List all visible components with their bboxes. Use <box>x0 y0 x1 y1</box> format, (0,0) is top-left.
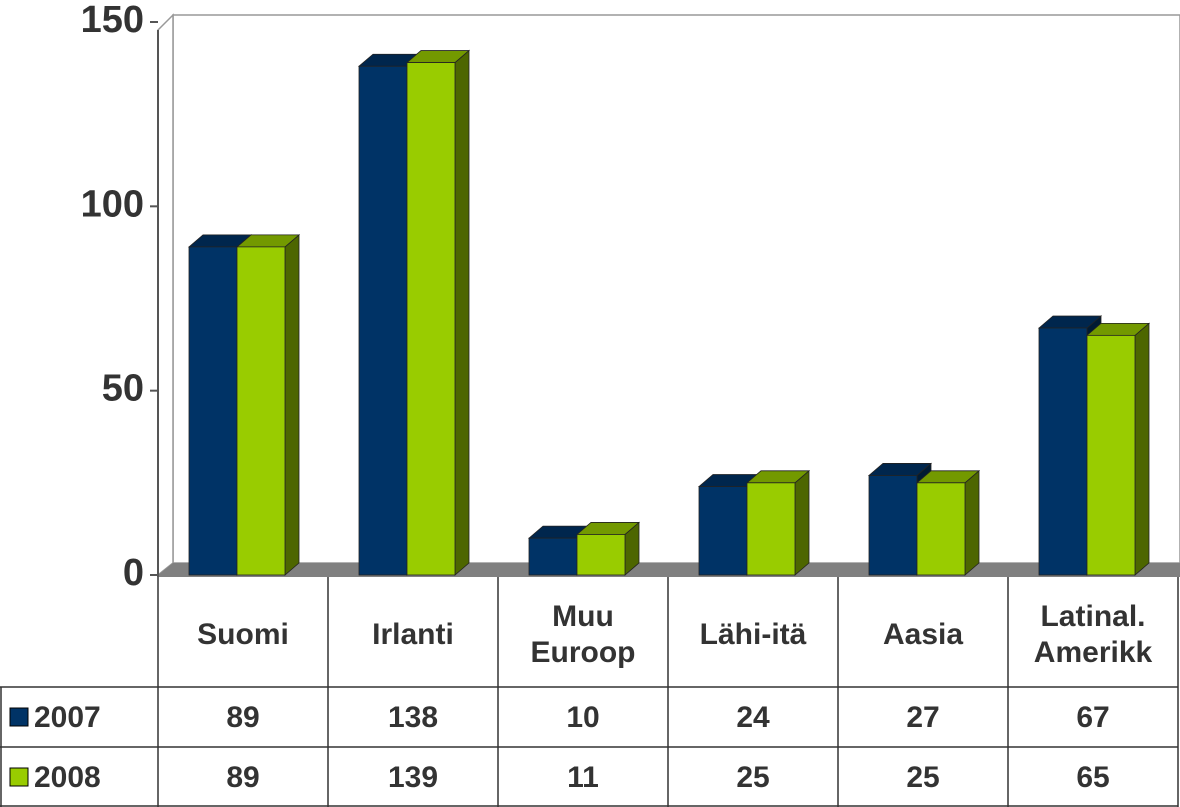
x-tick-label: Muu Euroop <box>531 600 636 669</box>
legend-swatch <box>9 707 29 727</box>
table-value: 11 <box>567 761 599 794</box>
bar <box>188 246 238 576</box>
legend-label: 2008 <box>34 761 101 794</box>
side-wall <box>157 13 174 577</box>
bar-side <box>454 49 470 576</box>
bar <box>1038 327 1088 576</box>
bar <box>236 246 286 576</box>
x-tick-label: Irlanti <box>372 618 454 651</box>
back-wall <box>172 14 1180 564</box>
table-value: 65 <box>1076 761 1109 794</box>
bar <box>358 65 408 576</box>
floor <box>158 563 1180 577</box>
table-value: 25 <box>736 761 769 794</box>
x-tick-label: Latinal. Amerikk <box>1034 600 1153 669</box>
x-tick-label: Suomi <box>197 618 289 651</box>
legend-label: 2007 <box>34 701 101 734</box>
y-tick-label: 100 <box>81 183 144 225</box>
bar <box>698 486 748 576</box>
bar <box>746 482 796 576</box>
table-value: 25 <box>906 761 939 794</box>
table-value: 10 <box>566 701 599 734</box>
bar <box>528 537 578 576</box>
bar <box>1086 334 1136 576</box>
bar <box>576 534 626 576</box>
table-value: 89 <box>226 761 259 794</box>
y-tick-label: 0 <box>123 552 144 594</box>
legend-swatch <box>9 767 29 787</box>
bar-side <box>1134 322 1150 576</box>
table-value: 27 <box>906 701 939 734</box>
bar <box>406 62 456 576</box>
table-value: 138 <box>388 701 438 734</box>
table-value: 67 <box>1076 701 1109 734</box>
table-value: 24 <box>736 701 770 734</box>
table-value: 139 <box>388 761 438 794</box>
x-tick-label: Lähi-itä <box>700 618 807 651</box>
table-value: 89 <box>226 701 259 734</box>
y-tick-label: 50 <box>102 368 144 410</box>
bar-side <box>964 469 980 576</box>
bar <box>916 482 966 576</box>
y-tick-label: 150 <box>81 0 144 41</box>
bar-side <box>284 234 300 576</box>
bar-side <box>794 469 810 576</box>
bar <box>868 475 918 576</box>
x-tick-label: Aasia <box>883 618 963 651</box>
